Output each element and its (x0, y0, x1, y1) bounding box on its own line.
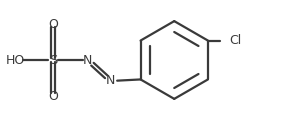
Text: Cl: Cl (230, 34, 242, 47)
Text: O: O (48, 18, 58, 30)
Text: HO: HO (6, 54, 25, 66)
Text: O: O (48, 90, 58, 102)
Text: N: N (106, 75, 115, 87)
Text: N: N (83, 54, 92, 66)
Text: S: S (49, 54, 58, 66)
